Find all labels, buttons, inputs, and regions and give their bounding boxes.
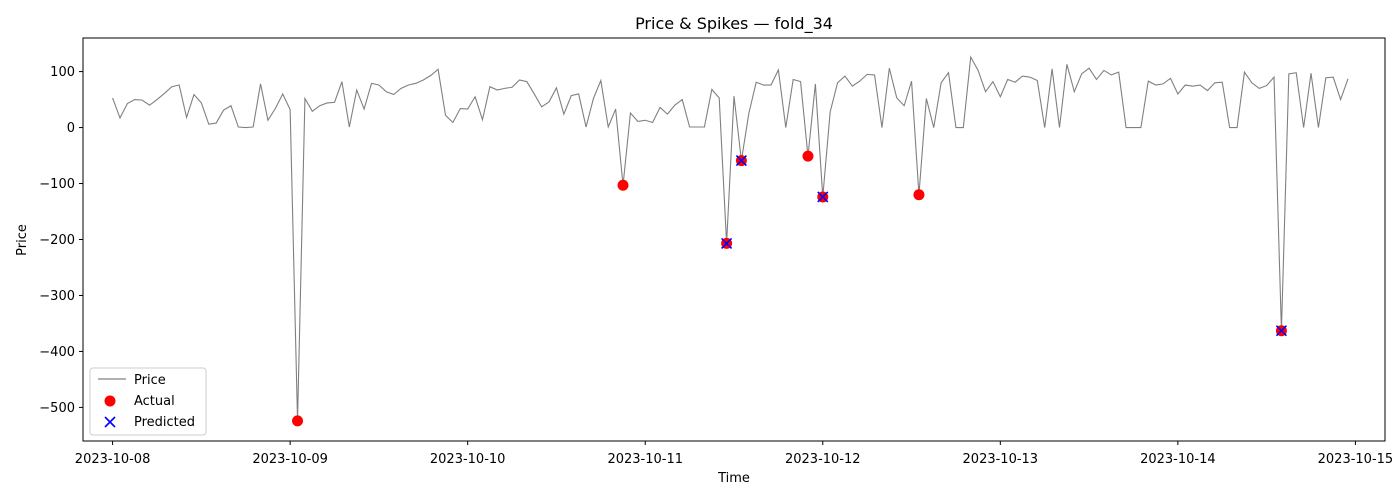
legend-actual-label: Actual xyxy=(134,394,175,409)
legend-actual-swatch xyxy=(104,395,116,407)
x-tick-label: 2023-10-08 xyxy=(75,452,151,467)
legend-predicted-label: Predicted xyxy=(134,415,195,430)
x-tick-label: 2023-10-10 xyxy=(430,452,506,467)
x-tick-label: 2023-10-09 xyxy=(252,452,328,467)
actual-spike-point xyxy=(913,189,925,201)
predicted-spike-point xyxy=(721,237,733,249)
legend-box xyxy=(89,367,207,436)
actual-spike-point xyxy=(802,150,814,162)
price-series-line xyxy=(112,55,1349,421)
x-tick-label: 2023-10-15 xyxy=(1318,452,1394,467)
y-tick-label: 0 xyxy=(67,121,75,136)
predicted-spike-point xyxy=(817,191,829,203)
actual-spike-point xyxy=(617,179,629,191)
x-tick-label: 2023-10-14 xyxy=(1140,452,1216,467)
y-tick-label: −300 xyxy=(39,289,75,304)
y-axis: 100 0 −100 −200 −300 −400 −500 xyxy=(39,65,83,416)
y-tick-label: 100 xyxy=(50,65,75,80)
y-tick-label: −400 xyxy=(39,345,75,360)
plot-area xyxy=(112,55,1349,427)
x-tick-label: 2023-10-11 xyxy=(607,452,683,467)
predicted-spike-point xyxy=(735,155,747,167)
legend: Price Actual Predicted xyxy=(89,367,207,436)
y-tick-label: −200 xyxy=(39,233,75,248)
x-axis-label: Time xyxy=(717,471,750,486)
legend-predicted-swatch xyxy=(104,416,116,428)
predicted-spike-point xyxy=(1275,325,1287,337)
x-tick-label: 2023-10-12 xyxy=(785,452,861,467)
actual-spike-point xyxy=(292,415,304,427)
y-axis-label: Price xyxy=(15,224,30,256)
y-tick-label: −100 xyxy=(39,177,75,192)
legend-price-label: Price xyxy=(134,373,166,388)
x-axis: 2023-10-08 2023-10-09 2023-10-10 2023-10-11… xyxy=(75,441,1393,467)
chart-title: Price & Spikes — fold_34 xyxy=(635,14,833,34)
x-tick-label: 2023-10-13 xyxy=(963,452,1039,467)
y-tick-label: −500 xyxy=(39,401,75,416)
